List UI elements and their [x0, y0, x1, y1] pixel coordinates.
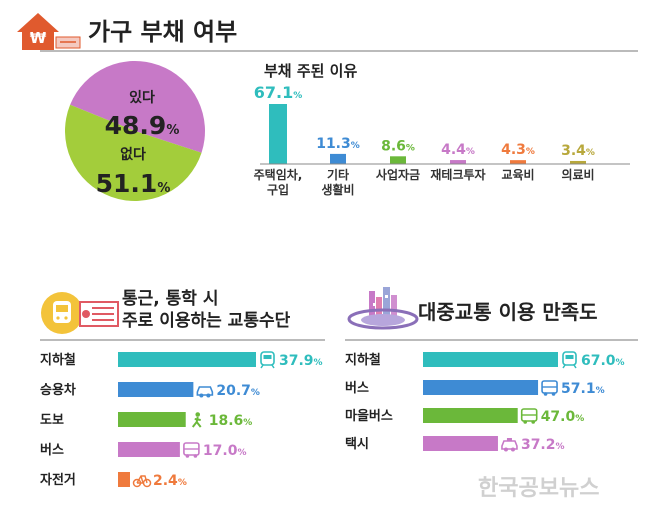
satisfaction-label-0: 지하철 — [345, 352, 381, 368]
reason-label-2-0: 사업자금 — [376, 167, 420, 182]
watermark: 한국공보뉴스 — [478, 476, 600, 501]
reason-value-3: 4.4% — [441, 142, 475, 158]
commute-bar-chart: 지하철 37.9% 승용차 20.7% 도보 18.6% 버스 17.0% 자전거 2.4% — [40, 351, 323, 489]
satisfaction-bar-1 — [423, 380, 539, 395]
satisfaction-value-3: 37.2% — [521, 437, 565, 453]
satisfaction-bar-3 — [423, 436, 498, 451]
reason-value-4: 4.3% — [501, 142, 535, 158]
satisfaction-section-title: 대중교통 이용 만족도 — [418, 300, 598, 324]
satisfaction-title-divider — [345, 339, 638, 341]
pie-slice-no — [64, 104, 202, 202]
commute-label-1: 승용차 — [40, 382, 76, 398]
commute-bar-3 — [118, 442, 180, 457]
pie-label-no: 없다 — [120, 147, 146, 163]
reason-label-0-1: 구입 — [267, 183, 289, 197]
satisfaction-label-3: 택시 — [345, 436, 369, 452]
reason-value-0: 67.1% — [254, 83, 303, 102]
reason-bar-1 — [330, 153, 346, 164]
satisfaction-bar-2 — [423, 408, 518, 423]
commute-section-title: 통근, 통학 시 주로 이용하는 교통수단 — [122, 288, 290, 332]
subway-icon — [260, 351, 275, 369]
satisfaction-bar-0 — [423, 352, 558, 367]
commute-label-4: 자전거 — [40, 472, 76, 488]
reason-value-1: 11.3% — [316, 136, 360, 152]
commute-value-2: 18.6% — [209, 413, 253, 429]
commute-title-divider — [40, 339, 325, 341]
commute-value-0: 37.9% — [279, 353, 323, 369]
reason-bar-4 — [510, 160, 526, 164]
commute-bar-4 — [118, 472, 130, 487]
debt-pie-chart: 있다 48.9% 없다 51.1% — [64, 61, 205, 202]
pie-value-no: 51.1% — [96, 169, 171, 198]
commute-title-line2: 주로 이용하는 교통수단 — [122, 311, 291, 331]
commute-value-4: 2.4% — [153, 473, 187, 489]
taxi-icon — [501, 438, 518, 452]
house-won-icon: ₩ — [17, 13, 81, 50]
svg-text:₩: ₩ — [30, 29, 47, 47]
commute-label-0: 지하철 — [40, 352, 76, 368]
reason-label-1-0: 기타 — [327, 167, 349, 182]
reason-label-5-0: 의료비 — [561, 167, 594, 182]
reason-bar-0 — [269, 104, 287, 164]
satisfaction-bar-chart: 지하철 67.0% 버스 57.1% 마을버스 47.0% 택시 37.2% — [345, 351, 625, 453]
commute-title-line1: 통근, 통학 시 — [122, 289, 219, 309]
reason-value-2: 8.6% — [381, 138, 415, 154]
commute-value-1: 20.7% — [216, 383, 260, 399]
minibus-icon — [520, 408, 538, 424]
commute-bar-2 — [118, 412, 186, 427]
reason-section-title: 부채 주된 이유 — [264, 62, 358, 80]
reason-label-1-1: 생활비 — [321, 182, 354, 197]
satisfaction-value-2: 47.0% — [541, 409, 585, 425]
reason-label-0-0: 주택임차, — [254, 167, 303, 182]
bus-icon — [541, 380, 558, 396]
reason-label-3-0: 재테크투자 — [430, 167, 485, 182]
train-bus-icon — [41, 292, 119, 334]
subway-icon — [562, 351, 577, 369]
commute-value-3: 17.0% — [203, 443, 247, 459]
pie-label-yes: 있다 — [129, 90, 155, 106]
reason-bar-3 — [450, 160, 466, 164]
car-icon — [196, 386, 214, 398]
pie-value-yes: 48.9% — [105, 111, 180, 140]
commute-bar-1 — [118, 382, 194, 397]
commute-label-2: 도보 — [40, 413, 64, 428]
commute-bar-0 — [118, 352, 256, 367]
satisfaction-value-1: 57.1% — [561, 381, 605, 397]
reason-label-4-0: 교육비 — [501, 167, 534, 182]
satisfaction-value-0: 67.0% — [581, 353, 625, 369]
reason-value-5: 3.4% — [561, 143, 595, 159]
pie-slice-yes — [70, 61, 205, 153]
satisfaction-label-1: 버스 — [345, 380, 369, 396]
bus-icon — [183, 442, 200, 458]
satisfaction-label-2: 마을버스 — [345, 408, 393, 424]
city-planet-icon — [347, 287, 419, 330]
debt-section-title: 가구 부채 여부 — [88, 18, 238, 46]
walker-icon — [191, 412, 202, 428]
commute-label-3: 버스 — [40, 442, 64, 458]
bicycle-icon — [132, 475, 152, 488]
reason-bar-5 — [570, 160, 586, 164]
reason-bar-2 — [390, 156, 406, 164]
debt-title-divider — [40, 50, 638, 52]
